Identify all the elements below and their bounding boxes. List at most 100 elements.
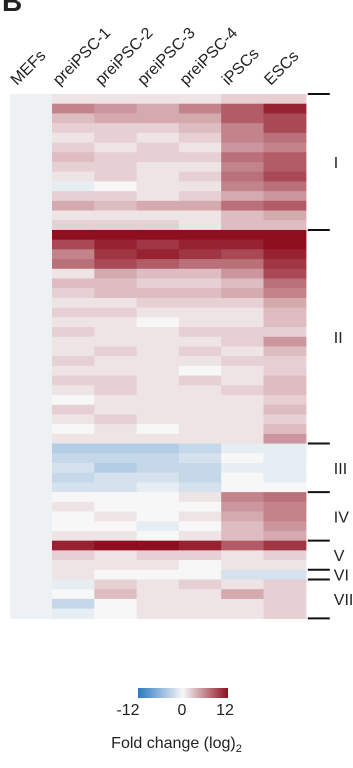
cluster-label: VI [334, 568, 349, 585]
heatmap-cell [136, 103, 180, 115]
heatmap-cell [263, 462, 307, 474]
heatmap-cell [136, 404, 180, 416]
heatmap-cell [52, 443, 95, 454]
heatmap-cell [178, 200, 222, 212]
heatmap-cell [221, 424, 265, 435]
heatmap-cell [263, 142, 307, 153]
heatmap-cell [136, 307, 180, 318]
heatmap-cell [136, 297, 180, 309]
heatmap-cell [10, 317, 53, 328]
heatmap-cell [178, 278, 222, 289]
heatmap-cell [94, 375, 138, 386]
heatmap-cell [52, 482, 95, 493]
heatmap-cell [52, 239, 95, 250]
heatmap-cell [52, 472, 95, 483]
heatmap-cell [221, 511, 265, 522]
heatmap-cell [136, 327, 180, 338]
heatmap-cell [94, 385, 138, 396]
heatmap-cell [10, 356, 53, 367]
heatmap-cell [263, 191, 307, 202]
heatmap-cell [178, 268, 222, 280]
heatmap-cell [52, 433, 95, 445]
heatmap-cell [221, 492, 265, 503]
heatmap-cell [94, 103, 138, 115]
heatmap-cell [136, 414, 180, 425]
heatmap-cell [263, 414, 307, 425]
heatmap-cell [178, 375, 222, 386]
heatmap-cell [10, 365, 53, 377]
heatmap-cell [94, 550, 138, 561]
heatmap-cell [221, 560, 265, 571]
heatmap-cell [263, 521, 307, 532]
heatmap-cell [10, 171, 53, 182]
heatmap-cell [52, 608, 95, 619]
heatmap-cell [52, 220, 95, 231]
heatmap-cell [52, 404, 95, 416]
cluster-label: V [334, 548, 345, 565]
heatmap-cell [221, 191, 265, 202]
heatmap-cell [136, 589, 180, 600]
heatmap-cell [221, 297, 265, 309]
heatmap-cell [178, 249, 222, 260]
heatmap-cell [94, 142, 138, 153]
heatmap-cell [221, 181, 265, 192]
heatmap-cell [221, 132, 265, 144]
heatmap-cell [263, 598, 307, 610]
heatmap-cell [10, 433, 53, 445]
colorbar-title: Fold change (log)2 [0, 735, 353, 755]
heatmap-cell [136, 560, 180, 571]
heatmap-cell [178, 229, 222, 241]
heatmap-cell [136, 540, 180, 551]
heatmap-cell [52, 336, 95, 348]
heatmap-cell [94, 530, 138, 542]
heatmap-cell [52, 103, 95, 115]
heatmap-cell [10, 453, 53, 464]
heatmap-cell [136, 259, 180, 270]
heatmap-cell [136, 220, 180, 231]
heatmap-cell [178, 598, 222, 610]
heatmap-cell [178, 511, 222, 522]
heatmap-cell [10, 550, 53, 561]
panel-label: B [2, 0, 23, 17]
heatmap-cell [52, 569, 95, 581]
colorbar-title-subscript: 2 [235, 743, 242, 756]
heatmap-cell [10, 589, 53, 600]
heatmap-cell [52, 453, 95, 464]
heatmap-cell [52, 161, 95, 173]
heatmap-cell [136, 492, 180, 503]
heatmap-cell [263, 365, 307, 377]
heatmap-cell [52, 268, 95, 280]
heatmap-cell [94, 560, 138, 571]
heatmap-cell [178, 385, 222, 396]
heatmap-cell [10, 161, 53, 173]
heatmap-cell [136, 336, 180, 348]
cluster-label: I [334, 155, 338, 172]
heatmap-cell [10, 307, 53, 318]
heatmap-cell [10, 229, 53, 241]
heatmap-cell [178, 220, 222, 231]
heatmap-cell [10, 482, 53, 493]
heatmap-cell [178, 259, 222, 270]
heatmap-cell [178, 317, 222, 328]
heatmap-cell [263, 501, 307, 513]
heatmap-cell [94, 482, 138, 493]
heatmap-cell [52, 579, 95, 590]
heatmap-cell [94, 297, 138, 309]
heatmap-cell [136, 288, 180, 299]
heatmap-cell [178, 589, 222, 600]
heatmap-cell [10, 598, 53, 610]
heatmap-cell [136, 94, 180, 105]
heatmap-cell [52, 462, 95, 474]
heatmap-cell [10, 259, 53, 270]
heatmap-cell [178, 346, 222, 357]
heatmap-cell [221, 453, 265, 464]
heatmap-cell [263, 472, 307, 483]
heatmap-cell [221, 307, 265, 318]
heatmap-cell [178, 540, 222, 551]
heatmap-cell [10, 152, 53, 163]
heatmap-cell [10, 327, 53, 338]
heatmap-cell [178, 210, 222, 221]
heatmap-cell [136, 365, 180, 377]
heatmap-cell [136, 142, 180, 153]
heatmap-cell [221, 385, 265, 396]
